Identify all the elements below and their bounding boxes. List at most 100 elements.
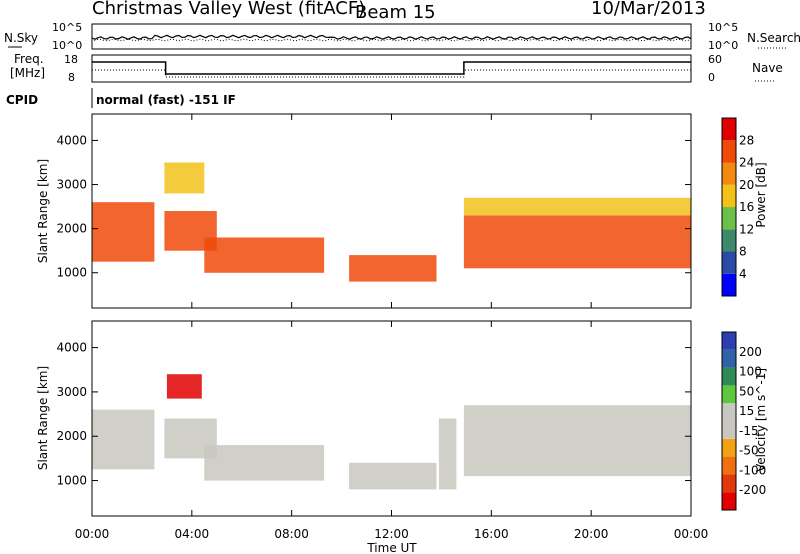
colorbar-swatch [722,492,736,510]
freq-line [92,61,691,75]
colorbar-tick-label: 200 [739,345,762,359]
colorbar-tick-label: 15 [739,404,754,418]
noise-panel-frame [91,23,692,50]
colorbar-tick-label: -15 [739,424,759,438]
noise-tick-bottom-left: 10^0 [52,39,82,52]
time-axis: 00:00 04:00 08:00 12:00 16:00 20:00 00:00 [75,527,709,541]
colorbar-tick-label: 12 [739,222,754,236]
noise-tick-top-left: 10^5 [52,21,82,34]
noise-search-line [91,38,692,42]
colorbar-swatch [722,207,736,230]
heatmap-region [92,409,155,470]
time-tick-label: 16:00 [474,527,509,541]
colorbar-tick-label: -50 [739,444,759,458]
freq-tick-bottom: 8 [68,71,75,84]
cpid-row: CPID normal (fast) -151 IF [6,88,236,108]
noise-tick-bottom-right: 10^0 [708,39,738,52]
time-tick-label: 08:00 [274,527,309,541]
colorbar-swatch [722,385,736,404]
time-tick-label: 00:00 [674,527,709,541]
colorbar-tick-label: 4 [739,267,747,281]
velocity-axes: 1000 2000 3000 4000 [56,321,692,516]
colorbar-tick-label: -100 [739,463,766,477]
time-axis-title: Time UT [366,541,417,554]
heatmap-region [204,237,325,273]
noise-panel: N.Sky 10^5 10^0 10^5 10^0 N.Search [4,21,800,52]
y-tick-label: 2000 [56,222,87,236]
heatmap-region [92,202,155,262]
colorbar-swatch [722,140,736,163]
velocity-ylabel: Slant Range [km] [36,366,50,470]
power-heatmap [92,162,691,282]
colorbar-tick-label: 100 [739,365,762,379]
nave-tick-top: 60 [708,53,722,66]
cpid-text: normal (fast) -151 IF [96,93,236,107]
heatmap-region [166,374,202,399]
beam-label: Beam 15 [355,2,436,23]
station-title: Christmas Valley West (fitACF) [92,0,365,19]
freq-label-line1: Freq. [14,52,44,66]
heatmap-region [463,405,691,477]
colorbar-tick-label: 24 [739,156,754,170]
time-tick-label: 00:00 [75,527,110,541]
colorbar-swatch [722,273,736,297]
velocity-panel: 1000 2000 3000 4000 Slant Range [km] [36,320,692,517]
freq-panel: Freq. [MHz] 18 8 60 0 Nave [10,52,783,84]
colorbar-swatch [722,474,736,493]
power-axes: 1000 2000 3000 4000 [56,114,692,308]
power-colorbar: Power [dB] 4 8 12 16 20 24 28 [721,117,768,297]
y-tick-label: 3000 [56,385,87,399]
colorbar-swatch [722,162,736,185]
colorbar-tick-label: 20 [739,178,754,192]
y-tick-label: 1000 [56,266,87,280]
colorbar-swatch [722,118,736,141]
date-label: 10/Mar/2013 [591,0,706,19]
colorbar-swatch [722,251,736,274]
heatmap-region [463,215,691,269]
time-tick-label: 20:00 [574,527,609,541]
velocity-colorbar: Velocity [m s^-1] -200 -100 -50 -15 15 50 100 2… [721,331,768,511]
noise-sky-label: N.Sky [4,31,38,45]
noise-tick-top-right: 10^5 [708,21,738,34]
colorbar-swatch [722,421,736,439]
heatmap-region [438,418,457,490]
y-tick-label: 2000 [56,429,87,443]
colorbar-tick-label: 16 [739,200,754,214]
colorbar-swatch [722,438,736,457]
velocity-heatmap [92,374,691,490]
colorbar-swatch [722,349,736,368]
y-tick-label: 4000 [56,133,87,147]
nave-label: Nave [752,61,783,75]
freq-tick-top: 18 [64,53,78,66]
velocity-colorbar-label: Velocity [m s^-1] [754,368,768,472]
y-tick-label: 3000 [56,178,87,192]
nave-tick-bottom: 0 [708,71,715,84]
heatmap-region [463,197,691,216]
heatmap-region [204,445,325,481]
freq-label-line2: [MHz] [10,66,45,80]
colorbar-frame [721,331,737,511]
colorbar-swatch [722,403,736,421]
y-tick-label: 4000 [56,341,87,355]
power-panel: 1000 2000 3000 4000 Slant Range [km] [36,113,692,309]
colorbar-swatch [722,367,736,386]
noise-sky-line [91,34,692,40]
colorbar-tick-label: 8 [739,245,747,259]
power-colorbar-label: Power [dB] [754,162,768,227]
colorbar-swatch [722,184,736,208]
colorbar-swatch [722,229,736,252]
cpid-label: CPID [6,93,38,107]
freq-panel-frame [91,54,692,83]
noise-search-label: N.Search [747,31,800,45]
heatmap-region [349,462,437,490]
colorbar-tick-label: 28 [739,133,754,147]
colorbar-tick-label: 50 [739,384,754,398]
colorbar-swatch [722,456,736,475]
y-tick-label: 1000 [56,474,87,488]
heatmap-region [164,162,205,194]
heatmap-region [349,255,437,282]
time-tick-label: 04:00 [175,527,210,541]
colorbar-swatch [722,332,736,350]
colorbar-tick-label: -200 [739,483,766,497]
